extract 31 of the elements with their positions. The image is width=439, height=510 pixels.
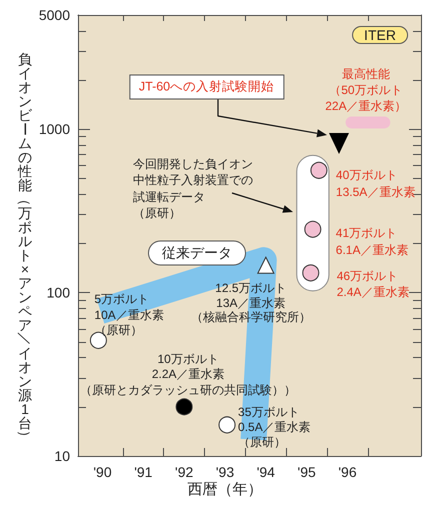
annotation: ITER [364,26,396,42]
annotation: 41万ボルト6.1A／重水素 [336,225,408,258]
x-axis-title: 西暦（年） [188,481,262,499]
annotation: 5万ボルト10A／重水素（原研） [94,292,164,339]
point [218,416,236,434]
y-tick-label: 100 [46,284,70,301]
y-tick-label: 5000 [38,7,70,23]
point [304,220,322,238]
annotation: 40万ボルト13.5A／重水素 [336,167,416,202]
annotation: JT-60への入射試験開始 [138,78,274,95]
x-tick-label: '92 [175,464,194,480]
point [302,264,320,282]
annotation: 最高性能（50万ボルト22A／重水素） [325,66,407,114]
annotation: 35万ボルト0.5A／重水素（原研） [238,405,311,450]
x-tick-label: '93 [216,464,234,480]
annotation: 10万ボルト2.2A／重水素（原研とカダラッシュ研の共同試験）） [80,352,296,398]
annotation: 46万ボルト2.4A／重水素 [336,268,410,301]
x-tick-label: '91 [134,464,153,480]
point [176,398,193,416]
y-tick-label: 10 [54,448,70,464]
point [257,256,274,274]
x-tick-label: '96 [338,464,357,480]
text: 負イオンビームの性能（万ボルト×アンペア／イオン源1台） [17,51,33,444]
annotation: 12.5万ボルト13A／重水素（核融合科学研究所） [190,281,311,325]
annotation: 今回開発した負イオン中性粒子入射装置での試運転データ（原研） [133,156,253,222]
y-tick-label: 1000 [38,121,70,138]
x-tick-label: '95 [298,464,316,480]
x-tick-label: '90 [93,464,112,480]
point [310,162,328,179]
series-label: 従来データ [162,244,232,263]
x-tick-label: '94 [256,464,276,480]
